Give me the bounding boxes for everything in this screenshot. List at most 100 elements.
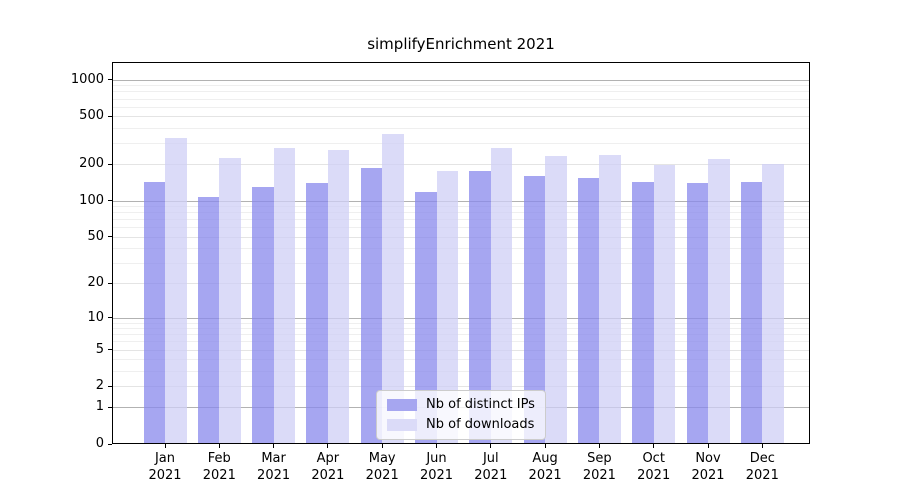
y-tick-label: 2 <box>95 378 104 394</box>
y-tick-mark <box>108 317 112 319</box>
y-tick-label: 1000 <box>70 71 104 87</box>
x-tick-label: Sep 2021 <box>582 451 616 483</box>
chart-title: simplifyEnrichment 2021 <box>367 35 555 53</box>
x-tick-mark <box>761 444 763 448</box>
legend-label-downloads: Nb of downloads <box>426 417 535 432</box>
gridline-minor <box>112 262 810 264</box>
x-tick-mark <box>218 444 220 448</box>
x-tick-mark <box>707 444 709 448</box>
x-tick-mark <box>164 444 166 448</box>
gridline-labeled-minor <box>112 283 810 285</box>
bar-downloads <box>653 164 676 444</box>
y-tick-mark <box>108 236 112 238</box>
bar-downloads <box>219 157 241 444</box>
x-tick-mark <box>544 444 546 448</box>
bar-downloads <box>273 148 296 444</box>
x-tick-mark <box>381 444 383 448</box>
gridline-minor <box>112 212 810 214</box>
y-tick-mark <box>108 282 112 284</box>
y-tick-label: 5 <box>95 341 104 357</box>
y-tick-mark <box>108 349 112 351</box>
gridline-minor <box>112 341 810 343</box>
x-tick-mark <box>598 444 600 448</box>
y-tick-mark <box>108 115 112 117</box>
gridline-labeled-minor <box>112 164 810 166</box>
y-tick-mark <box>108 163 112 165</box>
x-tick-mark <box>490 444 492 448</box>
y-tick-label: 200 <box>79 156 104 172</box>
x-tick-label: Feb 2021 <box>202 451 236 483</box>
bar-downloads <box>708 158 730 444</box>
gridline-minor <box>112 219 810 221</box>
gridline-major <box>112 317 810 319</box>
gridline-minor <box>112 334 810 336</box>
y-tick-label: 20 <box>87 275 104 291</box>
y-tick-label: 500 <box>79 108 104 124</box>
x-tick-label: May 2021 <box>365 451 399 483</box>
bar-distinct-ips <box>632 181 654 444</box>
x-tick-mark <box>436 444 437 448</box>
legend-swatch-distinct-ips-icon <box>387 399 417 411</box>
gridline-major <box>112 200 810 202</box>
x-tick-mark <box>653 444 655 448</box>
x-tick-label: Jul 2021 <box>474 451 508 483</box>
bar-downloads <box>490 147 513 444</box>
gridline-minor <box>112 227 810 229</box>
y-tick-label: 10 <box>87 309 104 325</box>
y-tick-mark <box>108 406 112 408</box>
x-tick-label: Dec 2021 <box>745 451 779 483</box>
x-tick-label: Aug 2021 <box>528 451 562 483</box>
bar-distinct-ips <box>740 182 763 444</box>
bar-distinct-ips <box>306 183 328 444</box>
bars-layer <box>112 62 810 444</box>
gridline-minor <box>112 328 810 330</box>
bar-downloads <box>545 155 567 444</box>
y-tick-mark <box>108 79 112 81</box>
x-tick-mark <box>273 444 275 448</box>
y-tick-mark <box>108 443 112 445</box>
gridline-labeled-minor <box>112 116 810 118</box>
x-tick-label: Nov 2021 <box>691 451 725 483</box>
plot-area: Nb of distinct IPs Nb of downloads <box>112 62 810 444</box>
legend-label-distinct-ips: Nb of distinct IPs <box>426 397 535 412</box>
gridline-major <box>112 79 810 81</box>
y-tick-mark <box>108 385 112 387</box>
gridline-labeled-minor <box>112 236 810 238</box>
gridline-minor <box>112 127 810 129</box>
gridline-labeled-minor <box>112 386 810 388</box>
legend-item-distinct-ips: Nb of distinct IPs <box>387 398 535 412</box>
x-tick-label: Oct 2021 <box>637 451 671 483</box>
x-tick-mark <box>327 444 329 448</box>
bar-distinct-ips <box>577 177 600 444</box>
bar-downloads <box>327 150 350 444</box>
x-tick-label: Jan 2021 <box>148 451 182 483</box>
y-tick-label: 50 <box>87 228 104 244</box>
gridline-minor <box>112 143 810 145</box>
bar-distinct-ips <box>686 183 708 444</box>
legend: Nb of distinct IPs Nb of downloads <box>376 390 546 440</box>
gridline-minor <box>112 91 810 93</box>
y-tick-label: 100 <box>79 192 104 208</box>
bar-downloads <box>165 138 187 444</box>
x-tick-label: Mar 2021 <box>257 451 291 483</box>
gridline-minor <box>112 322 810 324</box>
gridline-minor <box>112 106 810 108</box>
x-tick-label: Apr 2021 <box>311 451 345 483</box>
gridline-minor <box>112 359 810 361</box>
bar-downloads <box>762 164 784 444</box>
bar-distinct-ips <box>252 186 274 444</box>
bar-distinct-ips <box>415 191 437 444</box>
bar-downloads <box>599 154 621 444</box>
legend-swatch-downloads-icon <box>387 419 417 431</box>
bar-distinct-ips <box>143 181 165 444</box>
x-tick-label: Jun 2021 <box>419 451 454 483</box>
legend-item-downloads: Nb of downloads <box>387 418 535 432</box>
gridline-minor <box>112 98 810 100</box>
gridline-minor <box>112 370 810 372</box>
bar-distinct-ips <box>523 175 546 444</box>
bar-downloads <box>436 171 458 444</box>
bar-distinct-ips <box>197 196 220 444</box>
gridline-labeled-minor <box>112 349 810 351</box>
gridline-minor <box>112 248 810 250</box>
